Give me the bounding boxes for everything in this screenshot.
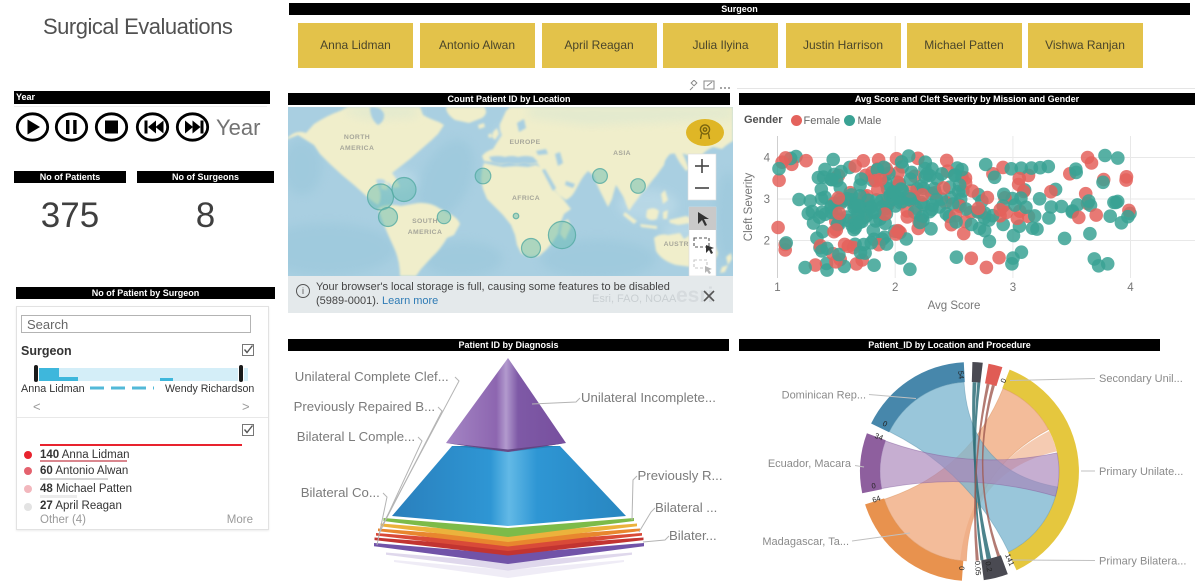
svg-text:0: 0 bbox=[871, 481, 877, 491]
svg-text:Bilateral Co...: Bilateral Co... bbox=[301, 485, 380, 500]
svg-text:Unilateral Incomplete...: Unilateral Incomplete... bbox=[581, 390, 716, 405]
svg-text:Previously Repaired B...: Previously Repaired B... bbox=[294, 399, 435, 414]
svg-text:54: 54 bbox=[956, 370, 966, 379]
svg-text:4: 4 bbox=[1127, 282, 1134, 294]
svg-text:Bilateral ...: Bilateral ... bbox=[655, 500, 717, 515]
svg-text:4: 4 bbox=[764, 153, 771, 165]
svg-text:Ecuador, Macara: Ecuador, Macara bbox=[768, 458, 852, 470]
svg-text:EUROPE: EUROPE bbox=[509, 139, 540, 146]
svg-text:Dominican Rep...: Dominican Rep... bbox=[782, 390, 866, 402]
svg-text:AUSTRALIA: AUSTRALIA bbox=[664, 241, 707, 248]
svg-text:0: 0 bbox=[957, 566, 966, 571]
svg-text:Secondary Unil...: Secondary Unil... bbox=[1099, 373, 1183, 385]
svg-text:SOUTH: SOUTH bbox=[412, 218, 438, 225]
svg-text:Cleft Severity: Cleft Severity bbox=[743, 173, 755, 242]
svg-text:Madagascar, Ta...: Madagascar, Ta... bbox=[762, 536, 849, 548]
svg-text:0: 0 bbox=[881, 419, 889, 429]
svg-text:Primary Unilate...: Primary Unilate... bbox=[1099, 466, 1183, 478]
svg-text:Bilater...: Bilater... bbox=[669, 528, 717, 543]
svg-text:2: 2 bbox=[764, 236, 770, 248]
svg-text:Unilateral Complete Clef...: Unilateral Complete Clef... bbox=[295, 369, 449, 384]
svg-text:141: 141 bbox=[1003, 552, 1016, 567]
svg-text:NORTH: NORTH bbox=[344, 134, 370, 141]
svg-text:34: 34 bbox=[873, 431, 884, 442]
svg-text:Previously R...: Previously R... bbox=[638, 468, 723, 483]
svg-text:ASIA: ASIA bbox=[613, 150, 631, 157]
svg-text:AFRICA: AFRICA bbox=[512, 195, 540, 202]
svg-text:Avg Score: Avg Score bbox=[928, 300, 981, 312]
svg-text:Primary Bilatera...: Primary Bilatera... bbox=[1099, 556, 1186, 568]
svg-text:AMERICA: AMERICA bbox=[340, 145, 375, 152]
svg-text:Bilateral L Comple...: Bilateral L Comple... bbox=[297, 429, 415, 444]
svg-text:0.05: 0.05 bbox=[973, 561, 983, 576]
svg-text:64: 64 bbox=[871, 494, 882, 505]
svg-text:0: 0 bbox=[999, 377, 1009, 384]
svg-text:2: 2 bbox=[892, 282, 898, 294]
svg-text:3: 3 bbox=[1010, 282, 1016, 294]
svg-text:0.2: 0.2 bbox=[983, 561, 994, 573]
svg-text:AMERICA: AMERICA bbox=[408, 229, 443, 236]
svg-text:1: 1 bbox=[774, 282, 780, 294]
svg-text:3: 3 bbox=[764, 194, 770, 206]
